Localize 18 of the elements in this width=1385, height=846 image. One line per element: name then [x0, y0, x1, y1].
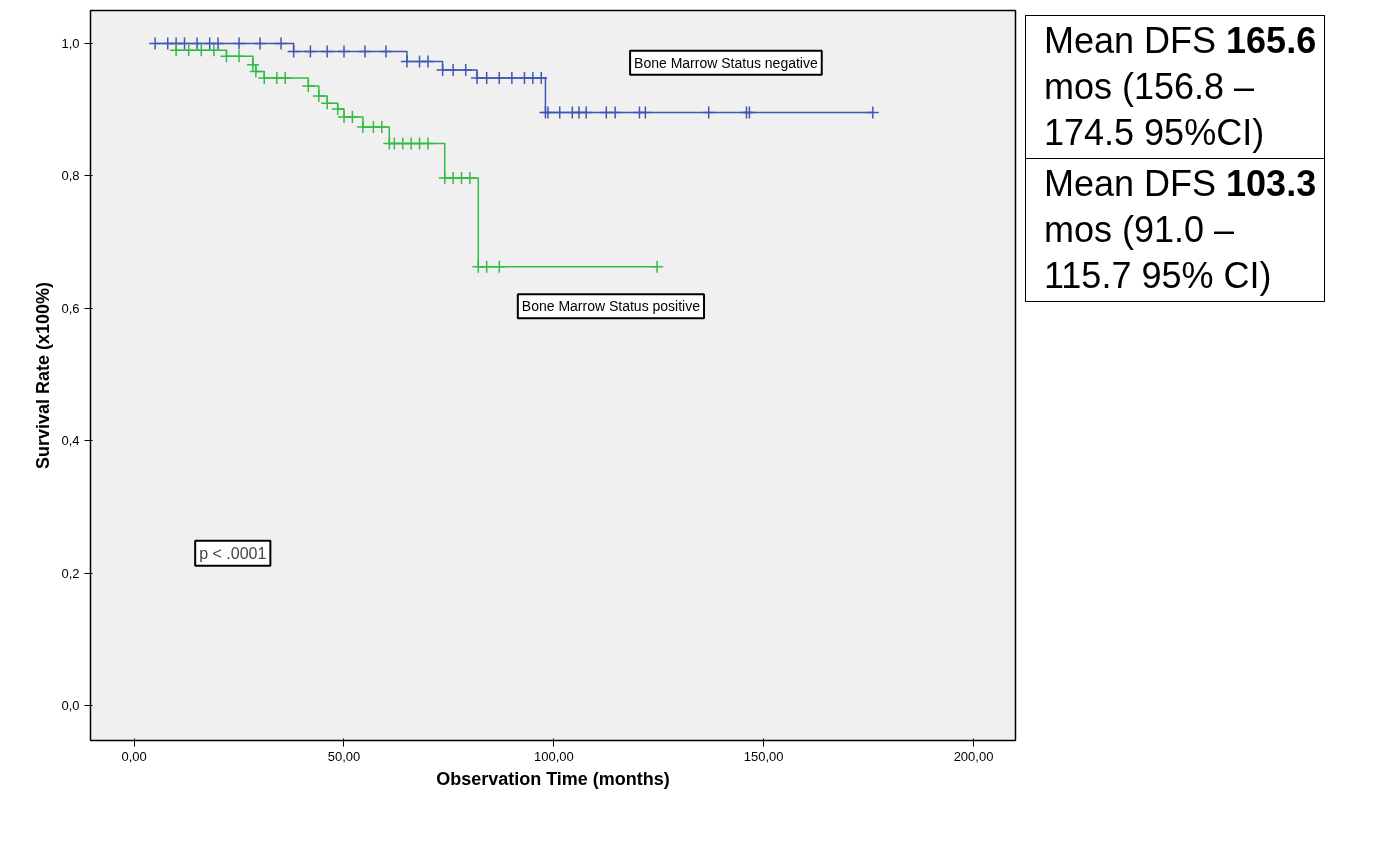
text: Mean DFS 165.6 mos (156.8 – 174.5 95%CI) — [1025, 15, 1325, 160]
y-tick-label: 0,2 — [61, 565, 80, 581]
x-tick-label: 150,00 — [743, 748, 784, 764]
y-tick-label: 0,6 — [61, 300, 80, 316]
x-tick-label: 200,00 — [953, 748, 994, 764]
x-axis-title: Observation Time (months) — [436, 768, 670, 789]
y-axis-title: Survival Rate (x100%) — [33, 281, 54, 470]
text: Bone Marrow Status negative — [634, 54, 818, 71]
annotation: p < .0001 — [199, 544, 267, 562]
y-tick-label: 0,4 — [61, 433, 80, 449]
y-tick-label: 1,0 — [61, 36, 80, 52]
text: Mean DFS 103.3 mos (91.0 – 115.7 95% CI) — [1025, 159, 1325, 303]
x-tick-label: 50,00 — [327, 748, 361, 764]
x-tick-label: 0,00 — [121, 748, 147, 764]
x-tick-label: 100,00 — [533, 748, 574, 764]
text: Bone Marrow Status positive — [521, 298, 701, 315]
y-tick-label: 0,8 — [61, 168, 80, 184]
y-tick-label: 0,0 — [61, 697, 80, 713]
